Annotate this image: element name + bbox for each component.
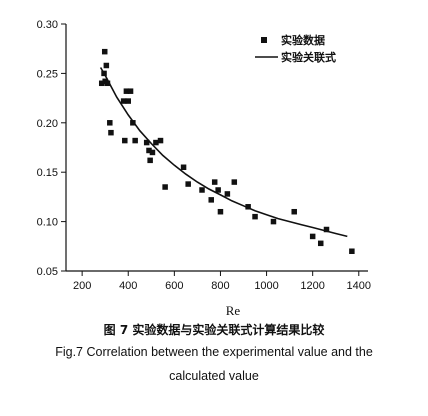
y-tick-label: 0.05 — [37, 266, 58, 278]
data-point — [98, 80, 105, 87]
data-point — [252, 213, 258, 220]
data-point — [208, 197, 214, 203]
data-point — [125, 98, 131, 104]
data-point — [162, 184, 168, 190]
data-point — [130, 120, 136, 126]
chart: 0.05 0.10 0.15 0.20 0.25 0.30 200 400 600 800 100… — [37, 19, 371, 318]
data-point — [245, 204, 251, 210]
y-axis: 0.05 0.10 0.15 0.20 0.25 0.30 — [37, 19, 66, 278]
data-point — [309, 233, 316, 240]
legend-marker-experimental — [261, 37, 267, 43]
data-point — [180, 164, 187, 171]
y-tick-label: 0.10 — [37, 217, 58, 229]
data-point — [157, 137, 164, 144]
y-tick-label: 0.15 — [37, 167, 58, 179]
figure-caption-english-line1: Fig.7 Correlation between the experiment… — [55, 345, 373, 359]
x-tick-label: 200 — [73, 280, 91, 292]
figure-caption-english-line2: calculated value — [169, 369, 259, 383]
data-point — [101, 70, 107, 77]
data-point — [211, 179, 218, 185]
data-point — [122, 137, 128, 144]
x-axis: 200 400 600 800 1000 1200 1400 — [73, 271, 371, 292]
legend-label-experimental: 实验数据 — [281, 33, 325, 47]
y-tick-label: 0.25 — [37, 68, 58, 80]
x-tick-label: 600 — [165, 280, 183, 292]
data-point — [120, 98, 127, 104]
data-point — [123, 88, 130, 94]
x-tick-label: 400 — [119, 280, 137, 292]
data-point — [217, 208, 224, 215]
data-point — [185, 181, 191, 187]
data-point — [147, 157, 153, 164]
x-axis-title: Re — [226, 303, 241, 318]
data-point — [231, 179, 238, 185]
data-point — [149, 149, 156, 156]
data-point — [317, 240, 324, 247]
data-point — [291, 208, 297, 215]
x-tick-label: 1400 — [347, 280, 371, 292]
correlation-curve — [99, 67, 348, 238]
data-point — [349, 248, 355, 254]
data-point — [224, 191, 231, 197]
x-tick-label: 1200 — [300, 280, 324, 292]
legend-label-correlation: 实验关联式 — [281, 50, 336, 64]
data-point — [323, 226, 330, 233]
figure-caption-chinese: 图 7 实验数据与实验关联式计算结果比较 — [103, 323, 325, 337]
data-point — [108, 129, 114, 136]
plot-area — [98, 48, 355, 254]
data-point — [132, 137, 138, 144]
y-tick-label: 0.30 — [37, 19, 58, 31]
data-point — [146, 147, 152, 154]
data-point — [104, 80, 111, 87]
data-point — [143, 139, 150, 146]
data-point — [107, 120, 113, 126]
legend: 实验数据 实验关联式 — [255, 33, 336, 64]
y-tick-label: 0.20 — [37, 118, 58, 130]
x-tick-label: 800 — [211, 280, 229, 292]
plot-axes — [65, 24, 368, 272]
data-point — [270, 218, 277, 225]
data-point — [215, 187, 221, 193]
data-point — [101, 48, 108, 55]
data-point — [153, 139, 159, 146]
data-point — [103, 62, 110, 69]
x-tick-label: 1000 — [254, 280, 278, 292]
data-point — [199, 187, 205, 193]
data-point — [127, 88, 134, 94]
